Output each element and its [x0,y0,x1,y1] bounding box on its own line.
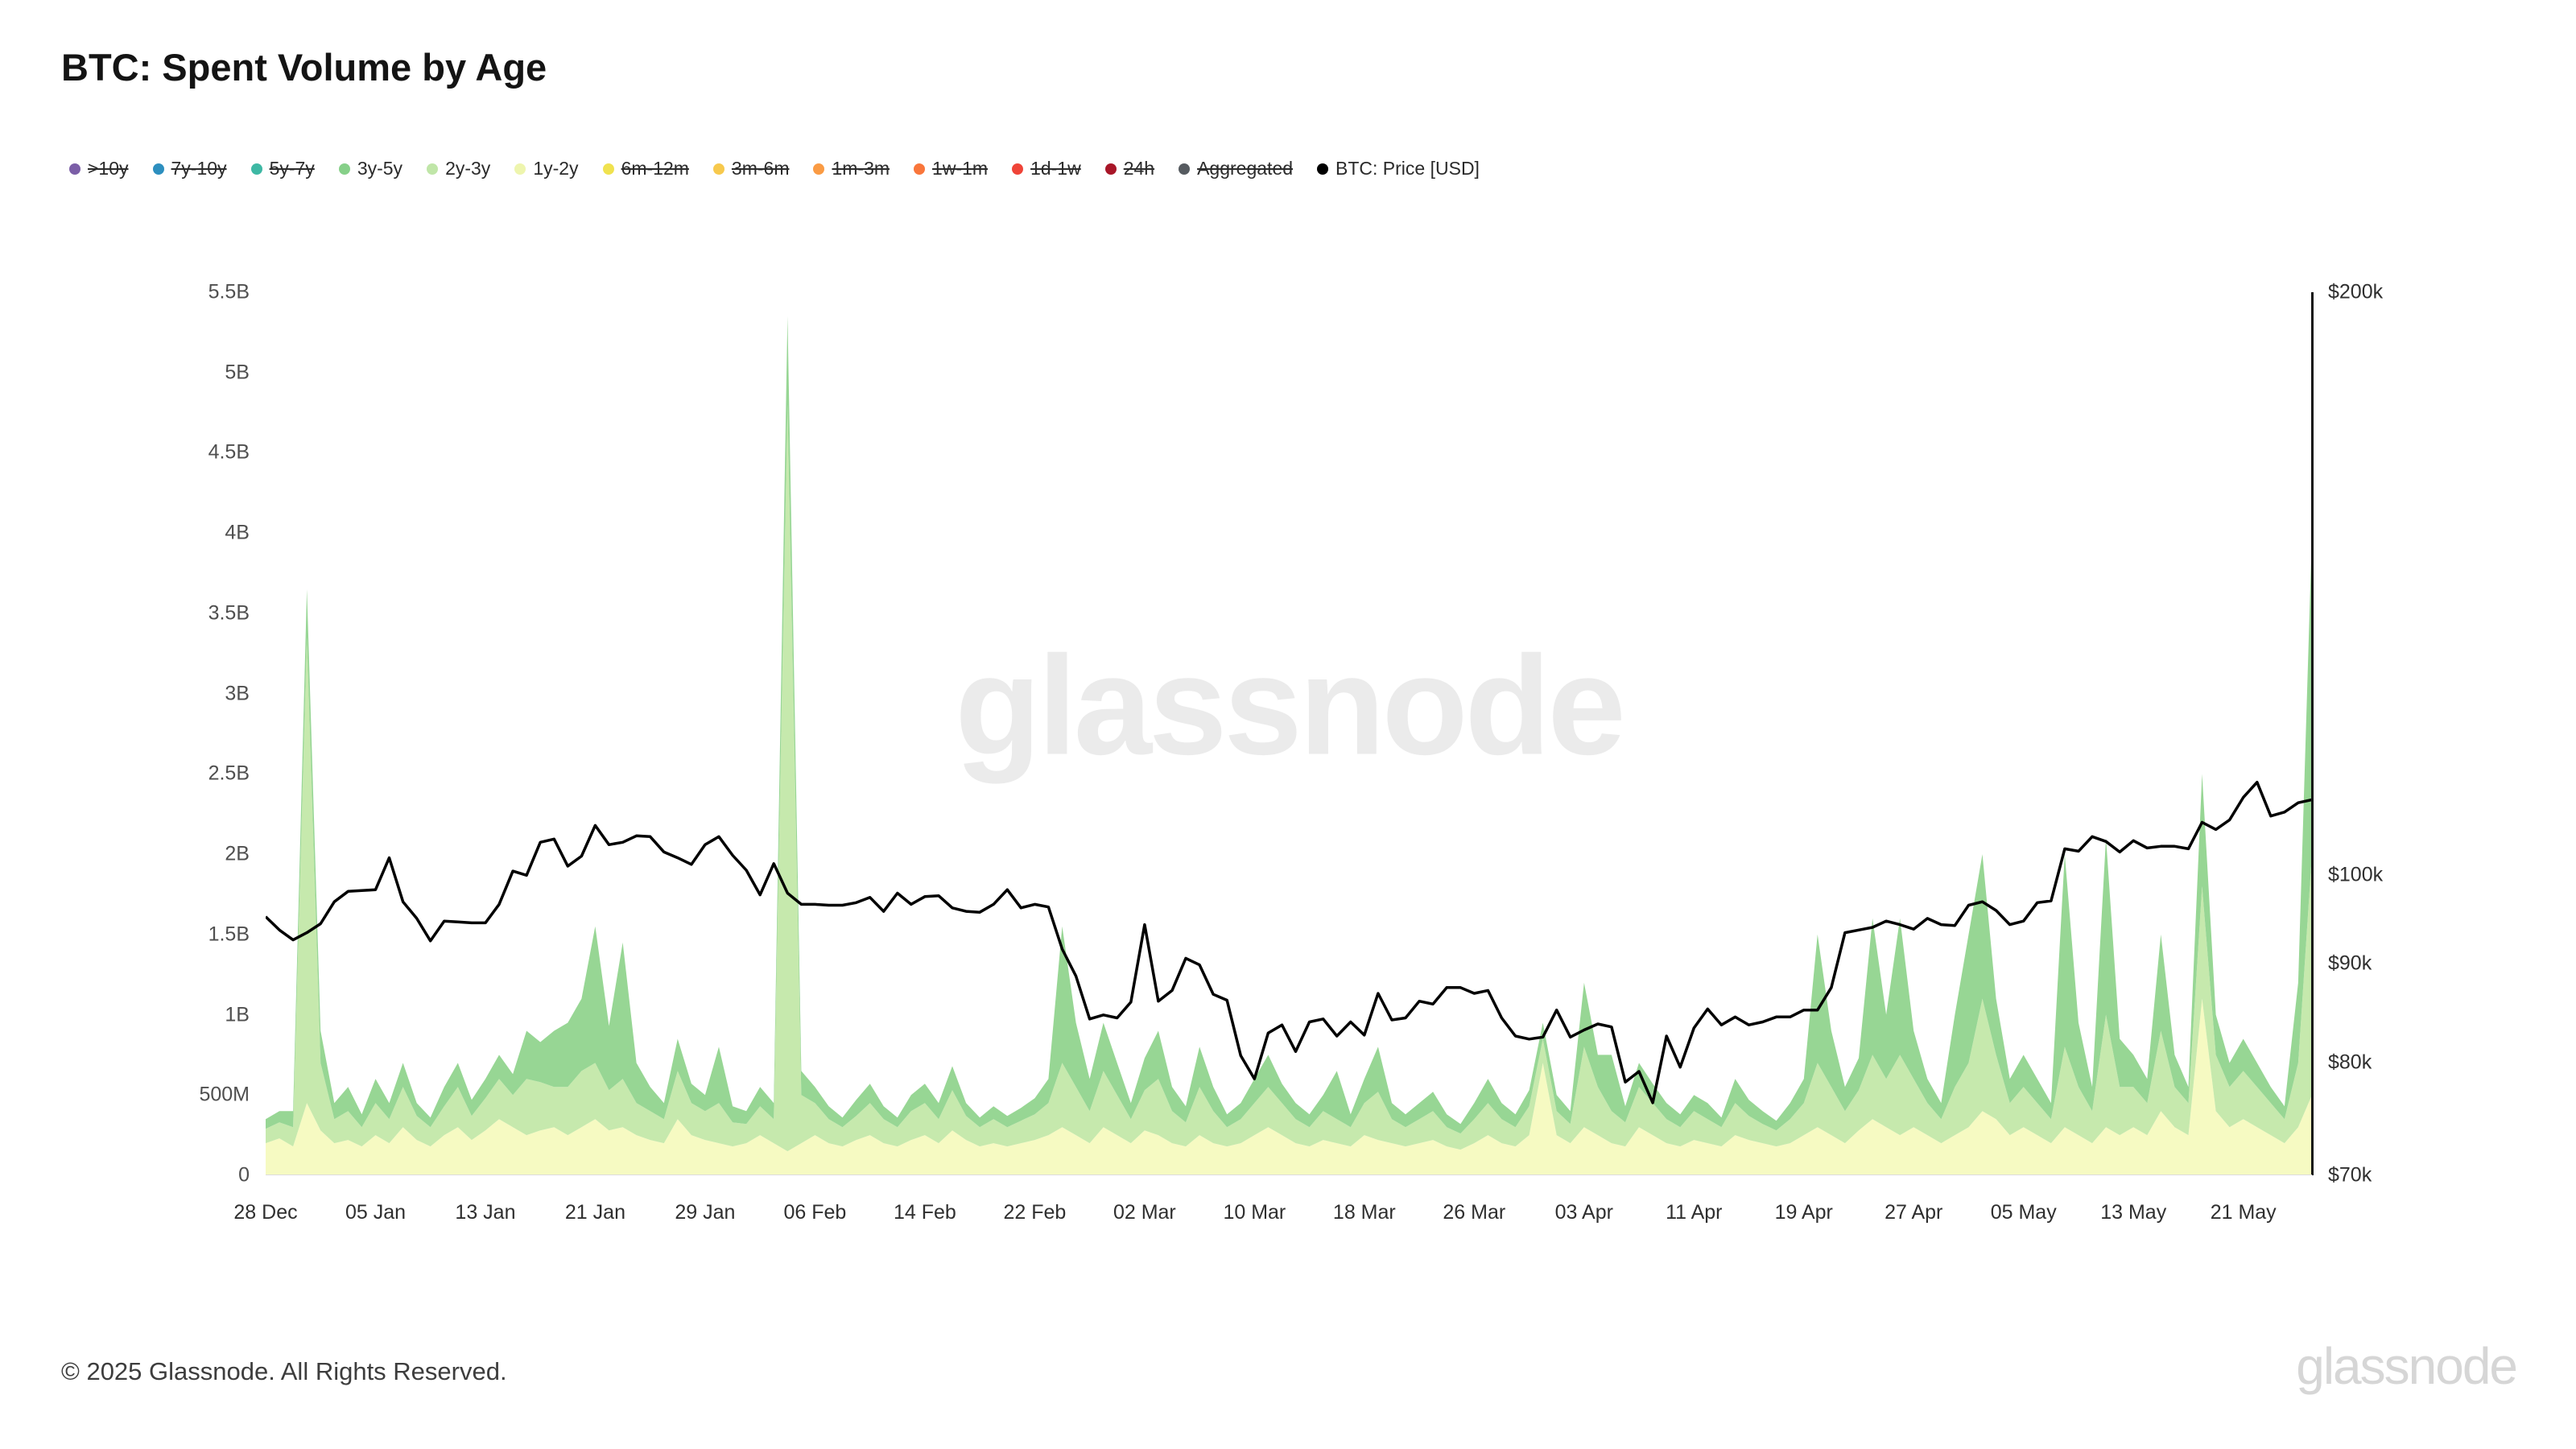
legend-label: 7y-10y [171,158,227,179]
right-axis-tick: $70k [2328,1163,2372,1187]
left-axis-tick: 5B [225,361,250,384]
legend-swatch-icon [338,163,350,175]
legend-label: 6m-12m [621,158,689,179]
x-axis-tick: 11 Apr [1666,1201,1723,1224]
legend-swatch-icon [914,163,926,175]
left-axis-tick: 3.5B [208,601,250,625]
legend-label: >10y [88,158,129,179]
left-axis-tick: 2.5B [208,762,250,785]
legend-swatch-icon [1179,163,1191,175]
x-axis-tick: 13 Jan [455,1201,516,1224]
x-axis-tick: 19 Apr [1774,1201,1833,1224]
legend-swatch-icon [602,163,614,175]
right-axis-tick: $200k [2328,280,2384,303]
legend-swatch-icon [1104,163,1117,175]
left-axis-tick: 5.5B [208,280,250,303]
glassnode-logo: glassnode [2296,1337,2518,1395]
x-axis-tick: 14 Feb [893,1201,956,1224]
legend-swatch-icon [1317,163,1329,175]
x-axis-tick: 18 Mar [1332,1201,1396,1224]
legend-label: 24h [1123,158,1155,179]
legend-item-1w-1m[interactable]: 1w-1m [914,158,988,180]
x-axis-tick: 10 Mar [1223,1201,1286,1224]
legend-swatch-icon [1012,163,1024,175]
footer-copyright: © 2025 Glassnode. All Rights Reserved. [61,1357,507,1385]
legend-label: BTC: Price [USD] [1335,158,1480,179]
right-axis-line [2311,292,2314,1175]
legend: >10y 7y-10y 5y-7y 3y-5y 2y-3y 1y-2y 6m-12m 3m-6… [69,158,1480,180]
legend-item-1y-2y[interactable]: 1y-2y [514,158,579,180]
legend-item-24h[interactable]: 24h [1104,158,1155,180]
x-axis-tick: 13 May [2100,1201,2167,1224]
legend-item-5y-7y[interactable]: 5y-7y [250,158,315,180]
legend-swatch-icon [69,163,80,175]
left-axis-tick: 4.5B [208,440,250,464]
left-axis-tick: 4B [225,521,250,544]
legend-item-btc-price-usd[interactable]: BTC: Price [USD] [1317,158,1480,180]
legend-swatch-icon [152,163,164,175]
left-axis-tick: 2B [225,842,250,865]
x-axis-tick: 21 May [2210,1201,2277,1224]
legend-item-3m-6m[interactable]: 3m-6m [712,158,790,180]
x-axis-tick: 22 Feb [1003,1201,1067,1224]
left-axis-tick: 3B [225,682,250,705]
legend-item-10y[interactable]: >10y [69,158,129,180]
legend-item-aggregated[interactable]: Aggregated [1179,158,1293,180]
legend-label: 3m-6m [731,158,790,179]
legend-label: 1y-2y [533,158,579,179]
page-title: BTC: Spent Volume by Age [61,46,547,89]
legend-item-3y-5y[interactable]: 3y-5y [338,158,403,180]
x-axis-tick: 03 Apr [1554,1201,1613,1224]
x-axis-tick: 21 Jan [564,1201,625,1224]
legend-swatch-icon [514,163,526,175]
legend-swatch-icon [813,163,825,175]
legend-label: Aggregated [1197,158,1294,179]
x-axis-tick: 06 Feb [783,1201,847,1224]
legend-item-7y-10y[interactable]: 7y-10y [152,158,227,180]
legend-swatch-icon [250,163,262,175]
x-axis-tick: 26 Mar [1443,1201,1506,1224]
x-axis-tick: 05 May [1990,1201,2057,1224]
legend-label: 3y-5y [357,158,403,179]
legend-item-1m-3m[interactable]: 1m-3m [813,158,890,180]
x-axis-tick: 02 Mar [1113,1201,1176,1224]
volume-price-chart[interactable] [266,292,2312,1175]
legend-item-1d-1w[interactable]: 1d-1w [1012,158,1081,180]
legend-label: 5y-7y [269,158,315,179]
legend-label: 1w-1m [932,158,989,179]
left-axis-tick: 1B [225,1003,250,1026]
legend-swatch-icon [712,163,724,175]
x-axis-tick: 28 Dec [233,1201,298,1224]
area-1y-2y [266,998,2312,1175]
x-axis-tick: 27 Apr [1885,1201,1943,1224]
watermark: glassnode [955,627,1626,785]
right-axis-tick: $100k [2328,863,2384,886]
legend-label: 1d-1w [1030,158,1081,179]
legend-item-2y-3y[interactable]: 2y-3y [427,158,490,180]
x-axis-tick: 05 Jan [345,1201,406,1224]
area-2y-3y [266,404,2312,1152]
x-axis-tick: 29 Jan [675,1201,736,1224]
left-axis-tick: 1.5B [208,923,250,946]
legend-label: 2y-3y [445,158,491,179]
x-axis-line [266,1174,2312,1175]
legend-label: 1m-3m [832,158,890,179]
legend-swatch-icon [427,163,439,175]
right-axis-tick: $80k [2328,1051,2372,1074]
area-3y-5y [266,316,2312,1134]
legend-item-6m-12m[interactable]: 6m-12m [602,158,689,180]
left-axis-tick: 0 [238,1163,250,1187]
price-line [266,780,2312,1104]
left-axis-tick: 500M [199,1083,250,1106]
right-axis-tick: $90k [2328,952,2372,975]
